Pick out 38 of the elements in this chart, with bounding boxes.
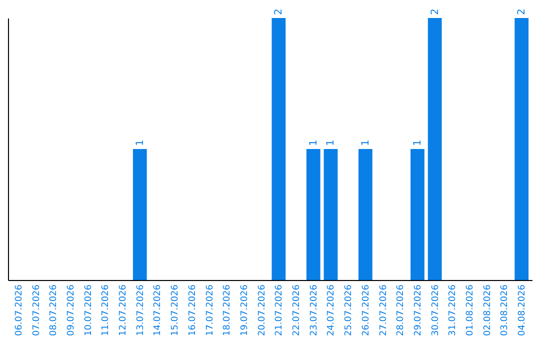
data-label: 1 xyxy=(134,140,146,146)
x-tick-label: 29.07.2026 xyxy=(413,284,424,336)
x-tick-label: 19.07.2026 xyxy=(240,284,250,336)
x-tick-label: 01.08.2026 xyxy=(466,284,476,336)
data-label: 1 xyxy=(308,140,320,146)
x-tick-label: 11.07.2026 xyxy=(101,284,112,336)
x-tick-label: 26.07.2026 xyxy=(361,284,372,336)
data-label: 1 xyxy=(326,140,337,146)
x-tick-label: 20.07.2026 xyxy=(257,284,268,336)
x-tick-label: 07.07.2026 xyxy=(32,284,42,336)
x-tick-label: 24.07.2026 xyxy=(326,284,337,336)
x-tick-label: 15.07.2026 xyxy=(170,284,181,336)
data-label: 1 xyxy=(360,140,372,146)
x-tick-label: 10.07.2026 xyxy=(84,284,94,336)
data-label: 2 xyxy=(274,8,285,15)
x-tick-label: 17.07.2026 xyxy=(205,284,216,336)
x-tick-label: 23.07.2026 xyxy=(309,284,320,336)
x-tick-label: 25.07.2026 xyxy=(344,284,354,336)
x-tick-label: 22.07.2026 xyxy=(292,284,302,336)
x-tick-label: 27.07.2026 xyxy=(378,284,389,336)
x-tick-label: 04.08.2026 xyxy=(518,284,528,336)
x-tick-label: 21.07.2026 xyxy=(274,284,285,336)
x-tick-label: 02.08.2026 xyxy=(482,284,493,336)
x-tick-label: 06.07.2026 xyxy=(14,284,24,336)
x-tick-label: 31.07.2026 xyxy=(448,284,458,336)
x-tick-label: 08.07.2026 xyxy=(49,284,60,336)
data-label: 1 xyxy=(412,140,424,146)
x-tick-label: 28.07.2026 xyxy=(396,284,406,336)
x-tick-label: 16.07.2026 xyxy=(188,284,198,336)
x-tick-label: 09.07.2026 xyxy=(66,284,76,336)
x-tick-label: 12.07.2026 xyxy=(118,284,129,336)
x-tick-label: 18.07.2026 xyxy=(222,284,233,336)
data-label: 2 xyxy=(516,8,528,15)
x-tick-label: 03.08.2026 xyxy=(500,284,510,336)
x-tick-label: 30.07.2026 xyxy=(430,284,441,336)
x-tick-label: 13.07.2026 xyxy=(136,284,146,336)
x-tick-label: 14.07.2026 xyxy=(153,284,164,336)
data-label: 2 xyxy=(430,8,441,15)
